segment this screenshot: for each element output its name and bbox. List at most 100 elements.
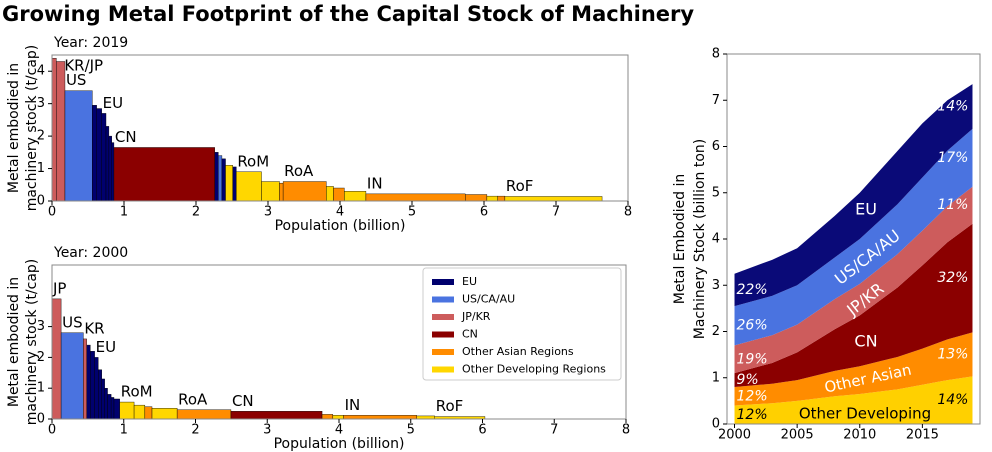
y-axis-label: Metal embodied in <box>6 277 22 407</box>
x-tick-label: 7 <box>550 423 558 438</box>
series-name: Other Developing <box>799 405 931 423</box>
share-label: 32% <box>937 270 968 286</box>
bar-label: CN <box>232 392 254 410</box>
bar <box>83 338 87 420</box>
share-label: 11% <box>937 197 968 213</box>
y-tick-label: 1 <box>37 161 45 176</box>
share-label: 13% <box>937 346 968 362</box>
y-tick-label: 6 <box>712 139 720 154</box>
bar <box>344 191 367 202</box>
bar-label: KR <box>84 319 104 337</box>
subtitle: Year: 2019 <box>53 35 128 51</box>
bar <box>343 415 417 420</box>
area <box>734 376 973 424</box>
bar <box>94 357 99 420</box>
y-axis-label: Metal Embodied in <box>672 174 688 305</box>
bar-label: RoF <box>506 177 534 195</box>
x-axis-label: Population (billion) <box>274 436 405 452</box>
y-tick-label: 2 <box>37 350 45 365</box>
y-tick-label: 8 <box>712 47 720 62</box>
x-tick-label: 5 <box>408 205 416 220</box>
bar <box>111 142 115 202</box>
y-axis-label: Metal embodied in <box>6 63 22 193</box>
x-axis-label: Population (billion) <box>275 218 406 234</box>
bar <box>86 344 91 420</box>
legend-swatch <box>432 279 454 285</box>
bar <box>51 298 62 420</box>
bar <box>279 182 284 202</box>
bar <box>151 408 178 420</box>
bar-label: RoF <box>436 397 464 415</box>
share-label: 12% <box>737 388 768 404</box>
share-label: 9% <box>737 372 759 388</box>
share-label: 19% <box>737 351 768 367</box>
legend: EU US/CA/AU JP/KR CN Other Asian Regions Othe… <box>422 267 622 381</box>
area <box>734 186 973 374</box>
legend-label: CN <box>462 328 478 341</box>
x-tick-label: 8 <box>624 205 632 220</box>
legend-label: Other Asian Regions <box>462 345 574 358</box>
bar <box>504 196 603 202</box>
bar-label: US <box>62 313 83 331</box>
x-tick-label: 0 <box>48 205 56 220</box>
figure-title: Growing Metal Footprint of the Capital S… <box>2 2 694 26</box>
area <box>734 332 973 406</box>
bar-label: JP <box>52 279 66 297</box>
series-name: EU <box>855 200 877 219</box>
bar <box>326 186 334 202</box>
x-tick-label: 6 <box>480 205 488 220</box>
bar <box>113 147 215 202</box>
bar <box>176 409 232 420</box>
y-tick-label: 5 <box>712 185 720 200</box>
y-tick-label: 4 <box>712 232 720 247</box>
bar <box>282 181 327 202</box>
share-label: 17% <box>937 150 968 166</box>
bar <box>98 369 102 420</box>
area <box>734 128 973 346</box>
bar-label: EU <box>103 94 123 112</box>
y-axis-label: machinery stock (t/cap) <box>24 259 40 426</box>
y-tick-label: 7 <box>712 93 720 108</box>
y-tick-label: 2 <box>712 324 720 339</box>
bar <box>321 414 334 420</box>
y-tick-label: 3 <box>712 278 720 293</box>
legend-swatch <box>432 296 454 303</box>
bar <box>108 135 112 202</box>
bar <box>465 194 488 202</box>
bar <box>144 406 153 420</box>
x-tick-label: 2005 <box>781 428 814 443</box>
bar <box>236 171 262 202</box>
bar-label: RoM <box>237 152 269 170</box>
bar <box>113 398 120 420</box>
bar <box>107 394 112 420</box>
bar <box>332 415 344 420</box>
x-tick-label: 4 <box>335 423 343 438</box>
x-tick-label: 1 <box>120 423 128 438</box>
y-tick-label: 3 <box>37 96 45 111</box>
y-axis-label: machinery stock (t/cap) <box>24 45 40 212</box>
bar <box>101 113 107 202</box>
y-tick-label: 3 <box>37 319 45 334</box>
bar <box>92 105 97 202</box>
bar-label: IN <box>345 396 361 414</box>
x-tick-label: 2 <box>192 205 200 220</box>
share-label: 14% <box>937 392 968 408</box>
x-tick-label: 2015 <box>906 428 939 443</box>
bar-label: KR/JP <box>64 57 103 75</box>
legend-box <box>422 267 622 381</box>
bar <box>218 155 223 202</box>
bar <box>365 193 466 202</box>
legend-label: Other Developing Regions <box>462 363 606 376</box>
bar <box>96 108 102 202</box>
bar <box>104 388 108 420</box>
share-label: 12% <box>737 407 768 423</box>
bar <box>64 90 93 202</box>
bar <box>119 401 135 420</box>
area <box>734 223 973 387</box>
bar-label: RoA <box>178 390 208 408</box>
x-tick-label: 2000 <box>718 428 751 443</box>
bar-label: IN <box>367 174 383 192</box>
x-tick-label: 2010 <box>843 428 876 443</box>
y-tick-label: 0 <box>712 417 720 432</box>
bar-label: CN <box>115 128 137 146</box>
